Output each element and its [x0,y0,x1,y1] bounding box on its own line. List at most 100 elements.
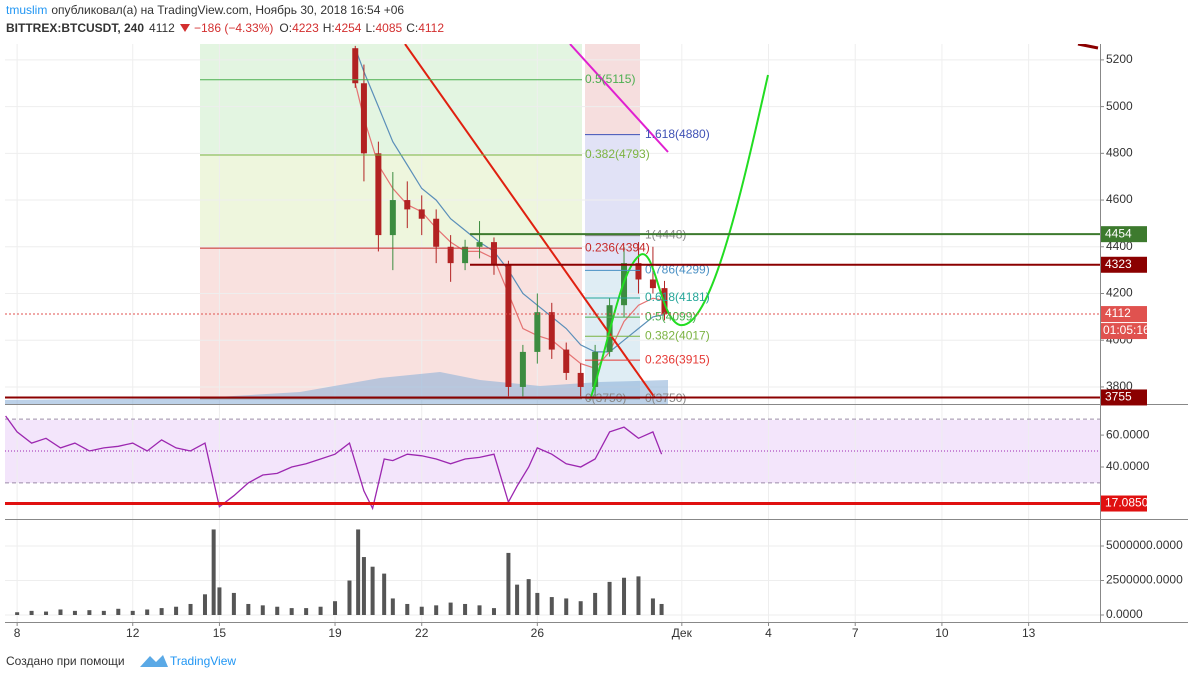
projection-curve [589,74,769,401]
x-tick-label: 10 [935,626,949,640]
fib-label: 0.5(5115) [585,72,635,86]
rsi-line [5,415,663,511]
volume-bar [578,601,583,616]
volume-bar [506,552,511,616]
price-tag [1101,306,1147,323]
volume-bar [390,598,395,616]
level-tag-label: 17.0850 [1105,496,1149,510]
x-tick-label: 22 [415,626,429,640]
candle-body [418,209,425,219]
author[interactable]: tmuslim [6,3,47,17]
y-tick-label: 5000 [1106,99,1133,113]
volume-bar [333,601,338,616]
volume-bar [159,608,164,616]
volume-bar [382,573,387,616]
candle-body [635,263,642,280]
y-tick-label: 5200 [1106,52,1133,66]
candle-body [548,312,555,350]
y-tick-label: 5000000.0000 [1106,538,1183,552]
ohlc-value: 4085 [375,21,402,35]
volume-bar [347,580,352,616]
candle-body [389,200,396,236]
volume-bar [491,608,496,616]
volume-bar [593,592,598,616]
symbol: BITTREX:BTCUSDT, 240 [6,21,144,35]
x-tick-label: 26 [531,626,545,640]
volume-bar [275,606,280,616]
candle-body [649,279,656,289]
candle-body [462,246,469,264]
grid [5,44,1100,622]
volume-bar [72,610,77,616]
volume-bar [260,605,265,616]
volume-bar [650,598,655,616]
ohlc-label: L: [365,21,375,35]
volume-bar [58,609,63,616]
x-tick-label: 4 [765,626,772,640]
panel-marks [15,529,664,616]
candle-body [577,372,584,387]
candle-body [404,200,411,210]
x-tick-label: 7 [852,626,859,640]
candle-body [352,48,359,84]
panel-marks [5,415,1100,511]
volume-bar [304,608,309,616]
trend-line [1077,44,1099,50]
candle-body [563,349,570,373]
fib-label: 0.382(4017) [645,328,710,342]
brand-logo[interactable] [140,655,168,667]
level-tag [1101,495,1147,512]
ohlc-label: C: [406,21,418,35]
volume-bar [211,529,216,616]
ohlc-value: 4112 [418,21,444,35]
volume-bar [526,579,531,616]
fib-label: 0.236(3915) [645,352,710,366]
last-price: 4112 [149,21,175,35]
volume-bar [419,606,424,616]
drawings [404,44,1099,401]
volume-bar [636,576,641,616]
candle-body [433,218,440,247]
candle-body [447,246,454,264]
price-tag-label: 3755 [1105,390,1132,404]
volume-bar [370,566,375,616]
change: −186 (−4.33%) [194,21,273,35]
volume-bar [477,605,482,616]
axes: 3800400042004400460048005000520044544323… [14,52,1183,640]
y-tick-label: 4600 [1106,192,1133,206]
volume-bar [44,611,49,616]
volume-bar [15,612,20,616]
x-tick-label: 19 [328,626,342,640]
fib-label: 0.786(4299) [645,263,710,277]
fib-label: 0.5(4099) [645,309,696,323]
x-tick-label: 8 [14,626,21,640]
volume-bar [231,592,236,616]
volume-bar [289,608,294,616]
volume-bar [101,610,106,616]
candle-body [534,312,541,352]
volume-bar [356,529,361,616]
ohlc-label: H: [323,21,335,35]
volume-bar [463,603,468,616]
volume-bar [361,557,366,616]
logo-icon[interactable] [140,655,168,667]
brand[interactable]: TradingView [170,654,236,668]
x-tick-label: Дек [672,626,693,640]
volume-bar [622,577,627,616]
fib-label: 0.618(4181) [645,290,710,304]
fib-zone [200,248,582,400]
volume-bar [145,609,150,616]
price-tag-label: 4323 [1105,257,1132,271]
price-tag-label: 4454 [1105,226,1132,240]
y-tick-label: 0.0000 [1106,607,1143,621]
ohlc-line: −186 (−4.33%) O:4223 H:4254 L:4085 C:4112 [194,21,444,35]
fib-label: 0.236(4394) [585,240,650,254]
volume-bar [535,592,540,616]
countdown-tag [1101,323,1147,340]
ohlc-group: −186 (−4.33%) O:4223 H:4254 L:4085 C:4112 [180,21,444,35]
candle-body [519,351,526,387]
price-tag-label: 4112 [1105,306,1131,320]
volume-profile [5,372,668,404]
trend-line [569,44,669,153]
